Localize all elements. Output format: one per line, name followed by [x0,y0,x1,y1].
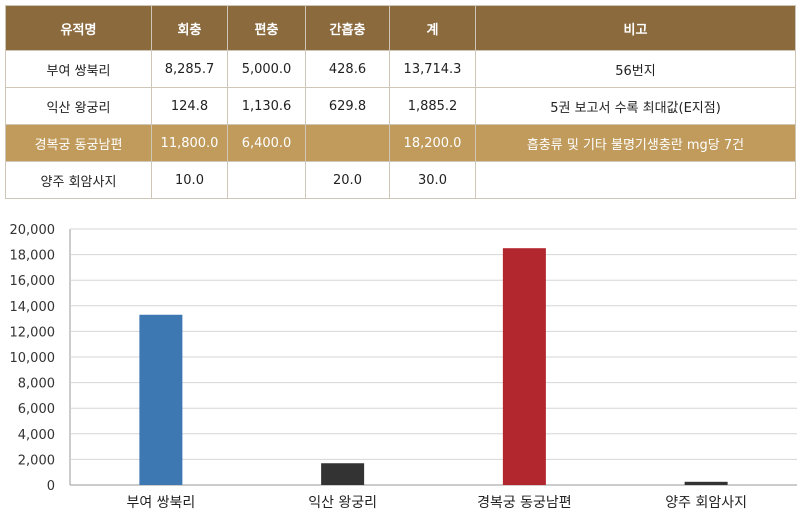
bar-chart: 0 2,000 4,000 6,000 8,000 10,000 12,000 14,000 1… [10,223,797,511]
table-cell: 양주 회암사지 [5,161,152,199]
table-cell: 20.0 [305,161,390,199]
table-cell [305,124,390,162]
table-cell: 5,000.0 [227,50,306,88]
table-row: 익산 왕궁리 124.8 1,130.6 629.8 1,885.2 5권 보고… [5,87,796,125]
table-row: 양주 회암사지 10.0 20.0 30.0 [5,161,796,199]
table-cell: 6,400.0 [227,124,306,162]
table-cell: 흡충류 및 기타 불명기생충란 mg당 7건 [475,124,796,162]
header-site: 유적명 [5,5,152,51]
table-cell: 56번지 [475,50,796,88]
y-tick-label: 20,000 [10,223,56,238]
table-header-row: 유적명 회충 편충 간흡충 계 비고 [5,5,796,51]
header-note: 비고 [475,5,796,51]
gridlines [70,228,797,486]
table-cell: 8,285.7 [151,50,228,88]
table-row: 부여 쌍북리 8,285.7 5,000.0 428.6 13,714.3 56… [5,50,796,88]
table-cell [227,161,306,199]
table-cell: 629.8 [305,87,390,125]
table-cell [475,161,796,199]
bar [139,314,183,485]
table-cell: 18,200.0 [389,124,476,162]
y-tick-label: 6,000 [18,402,55,417]
table-cell: 30.0 [389,161,476,199]
table-cell: 11,800.0 [151,124,228,162]
y-tick-label: 12,000 [10,325,56,340]
y-tick-label: 4,000 [18,428,55,443]
header-roundworm: 회충 [151,5,228,51]
x-category-label: 양주 회암사지 [665,495,747,511]
y-tick-label: 18,000 [10,249,56,264]
bar [321,463,365,485]
table-cell: 5권 보고서 수록 최대값(E지점) [475,87,796,125]
y-tick-labels: 0 2,000 4,000 6,000 8,000 10,000 12,000 14,000 1… [10,223,56,494]
y-tick-label: 16,000 [10,274,56,289]
y-tick-label: 0 [47,479,55,494]
header-whipworm: 편충 [227,5,306,51]
y-tick-label: 14,000 [10,300,56,315]
table-cell: 428.6 [305,50,390,88]
y-tick-label: 2,000 [18,453,55,468]
x-category-labels: 부여 쌍북리 익산 왕궁리 경복궁 동궁남편 양주 회암사지 [126,495,747,511]
header-total: 계 [389,5,476,51]
table-row-highlighted: 경복궁 동궁남편 11,800.0 6,400.0 18,200.0 흡충류 및… [5,124,796,162]
x-category-label: 경복궁 동궁남편 [477,495,572,511]
table-cell: 1,130.6 [227,87,306,125]
table-cell: 13,714.3 [389,50,476,88]
y-tick-label: 8,000 [18,377,55,392]
bar [684,481,728,485]
bars [139,248,728,485]
header-liver-fluke: 간흡충 [305,5,390,51]
x-category-label: 부여 쌍북리 [126,495,195,511]
table-cell: 10.0 [151,161,228,199]
table-cell: 부여 쌍북리 [5,50,152,88]
table-cell: 124.8 [151,87,228,125]
bar [502,248,546,485]
x-category-label: 익산 왕궁리 [308,495,377,511]
table-cell: 경복궁 동궁남편 [5,124,152,162]
parasite-egg-table: 유적명 회충 편충 간흡충 계 비고 부여 쌍북리 8,285.7 5,000.… [5,5,796,199]
y-tick-label: 10,000 [10,351,56,366]
table-cell: 1,885.2 [389,87,476,125]
table-cell: 익산 왕궁리 [5,87,152,125]
